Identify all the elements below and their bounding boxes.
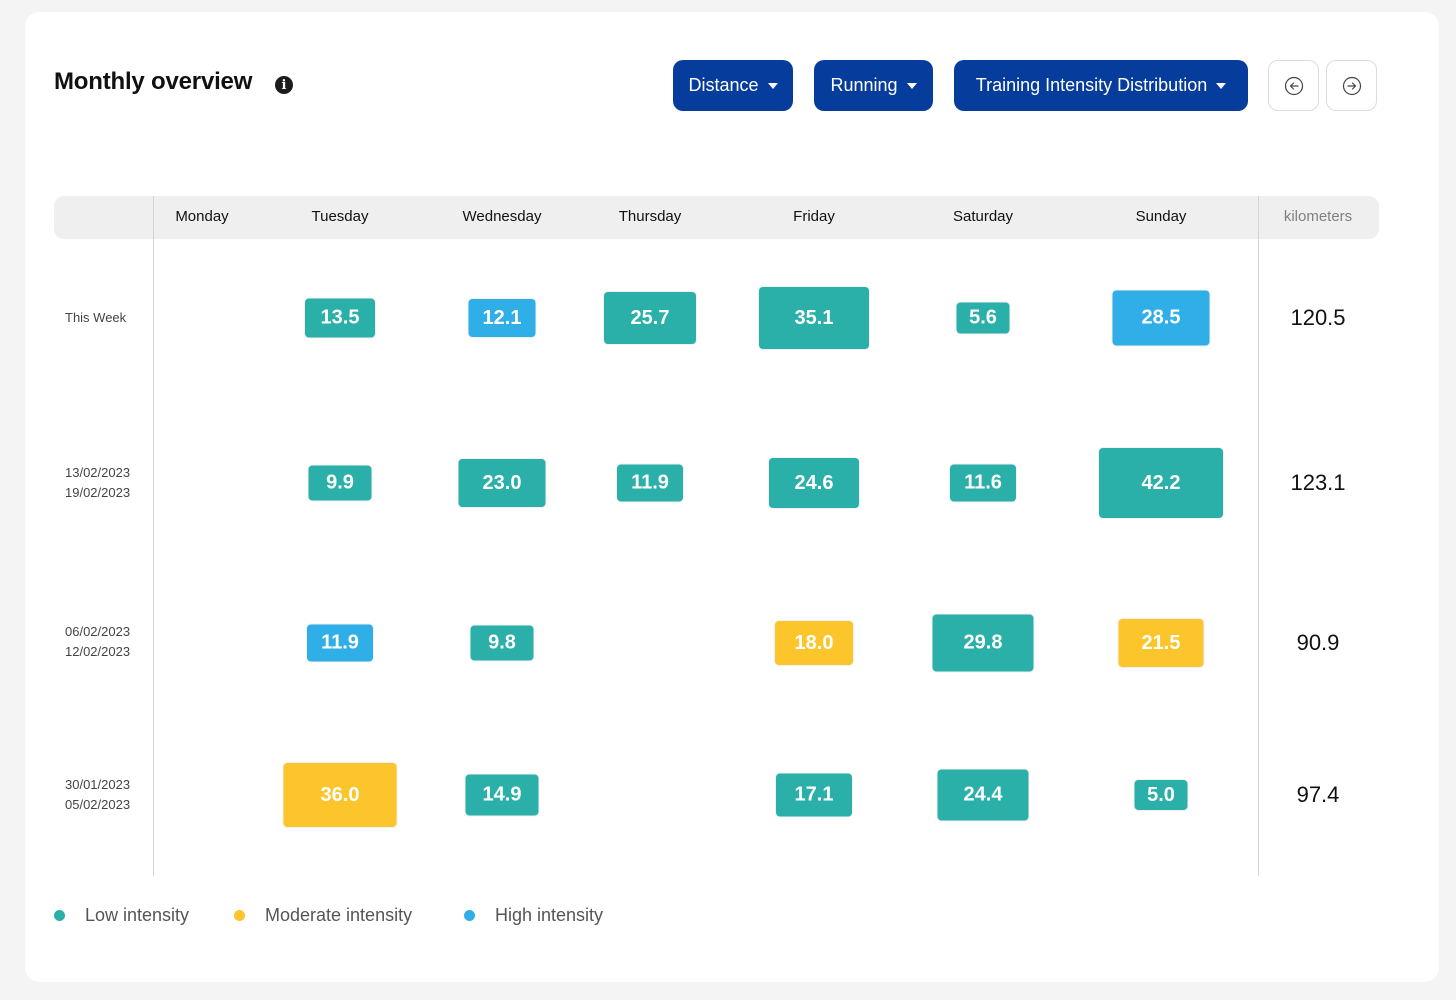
arrow-right-circle-icon	[1342, 76, 1361, 95]
chevron-down-icon	[767, 82, 778, 89]
column-header-monday: Monday	[175, 208, 229, 225]
totals-divider	[1258, 196, 1259, 876]
legend-moderate-intensity: Moderate intensity	[234, 905, 412, 926]
column-header-tuesday: Tuesday	[311, 208, 369, 225]
activity-chip[interactable]: 28.5	[1112, 290, 1210, 346]
week-label: This Week	[65, 308, 126, 328]
activity-chip[interactable]: 24.6	[769, 458, 859, 508]
sport-dropdown[interactable]: Running	[814, 60, 933, 111]
arrow-left-circle-icon	[1284, 76, 1303, 95]
metric-dropdown-label: Distance	[688, 75, 759, 95]
next-button[interactable]	[1326, 60, 1377, 111]
chevron-down-icon	[906, 82, 917, 89]
low-intensity-dot-icon	[54, 910, 65, 921]
week-end-date: 05/02/2023	[65, 797, 131, 812]
week-total: 120.5	[1290, 305, 1346, 330]
week-start-date: 30/01/2023	[65, 777, 131, 792]
week-end-date: 12/02/2023	[65, 644, 131, 659]
week-end-date: 19/02/2023	[65, 485, 131, 500]
legend-label: High intensity	[495, 905, 604, 925]
week-label: 13/02/2023 19/02/2023	[65, 463, 130, 503]
high-intensity-dot-icon	[464, 910, 475, 921]
activity-chip[interactable]: 18.0	[775, 621, 853, 665]
activity-chip[interactable]: 11.9	[617, 464, 683, 502]
legend-label: Moderate intensity	[265, 905, 413, 925]
week-start-date: 13/02/2023	[65, 465, 131, 480]
sport-dropdown-label: Running	[830, 75, 898, 95]
week-label-line: This Week	[65, 310, 127, 325]
activity-chip[interactable]: 12.1	[468, 299, 536, 337]
activity-chip[interactable]: 13.5	[305, 298, 375, 338]
legend-high-intensity: High intensity	[464, 905, 603, 926]
week-total: 90.9	[1296, 630, 1340, 655]
activity-chip[interactable]: 25.7	[604, 292, 696, 344]
legend-label: Low intensity	[85, 905, 190, 925]
week-label: 06/02/2023 12/02/2023	[65, 622, 130, 662]
activity-chip[interactable]: 24.4	[937, 769, 1029, 821]
column-header-sunday: Sunday	[1135, 208, 1187, 225]
page-title: Monthly overview	[54, 68, 253, 95]
column-header-wednesday: Wednesday	[462, 208, 542, 225]
activity-chip[interactable]: 21.5	[1118, 619, 1204, 667]
week-label: 30/01/2023 05/02/2023	[65, 775, 130, 815]
activity-chip[interactable]: 36.0	[283, 763, 397, 827]
activity-chip[interactable]: 29.8	[932, 614, 1034, 672]
column-header-saturday: Saturday	[952, 208, 1014, 225]
row-label-divider	[153, 196, 154, 876]
legend-low-intensity: Low intensity	[54, 905, 189, 926]
activity-chip[interactable]: 9.9	[308, 465, 372, 501]
activity-chip[interactable]: 14.9	[465, 774, 539, 816]
activity-chip[interactable]: 5.6	[956, 302, 1010, 334]
table-header	[54, 196, 1379, 239]
activity-chip[interactable]: 9.8	[470, 625, 534, 661]
info-icon[interactable]: i	[275, 76, 293, 94]
view-dropdown[interactable]: Training Intensity Distribution	[954, 60, 1248, 111]
activity-chip[interactable]: 11.9	[307, 624, 373, 662]
moderate-intensity-dot-icon	[234, 910, 245, 921]
activity-chip[interactable]: 5.0	[1134, 780, 1188, 810]
activity-chip[interactable]: 35.1	[759, 287, 869, 349]
week-start-date: 06/02/2023	[65, 624, 131, 639]
week-total: 123.1	[1290, 470, 1346, 495]
column-header-unit: kilometers	[1283, 208, 1353, 225]
activity-chip[interactable]: 17.1	[776, 773, 852, 817]
activity-chip[interactable]: 11.6	[950, 464, 1016, 502]
monthly-overview-card	[25, 12, 1439, 982]
metric-dropdown[interactable]: Distance	[673, 60, 793, 111]
column-header-friday: Friday	[793, 208, 835, 225]
previous-button[interactable]	[1268, 60, 1319, 111]
column-header-thursday: Thursday	[618, 208, 682, 225]
view-dropdown-label: Training Intensity Distribution	[975, 75, 1208, 95]
activity-chip[interactable]: 23.0	[458, 459, 546, 507]
chevron-down-icon	[1216, 82, 1227, 89]
activity-chip[interactable]: 42.2	[1099, 448, 1223, 518]
week-total: 97.4	[1296, 782, 1340, 807]
